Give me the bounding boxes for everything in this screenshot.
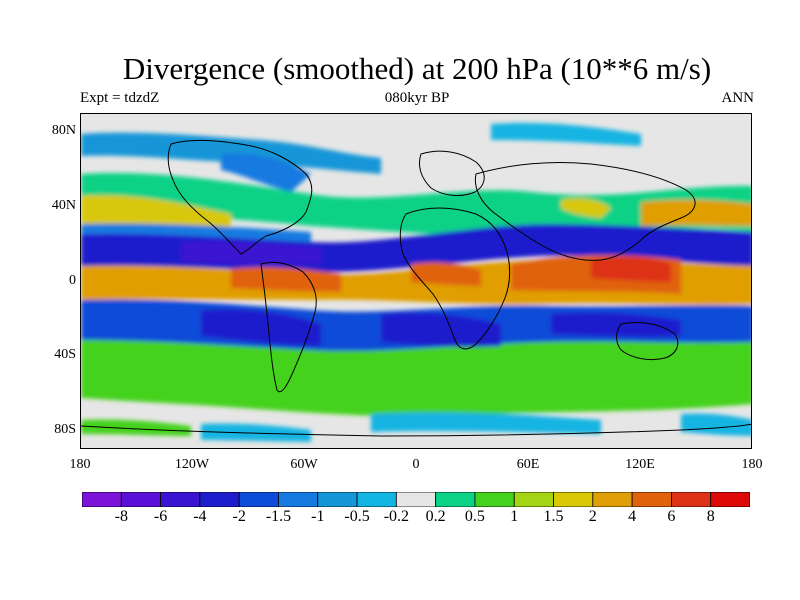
- colorbar-box: [592, 492, 633, 507]
- colorbar-label: -8: [114, 508, 128, 525]
- lon-label-60e: 60E: [516, 457, 540, 472]
- colorbar-box: [631, 492, 672, 507]
- colorbar-box: [278, 492, 319, 507]
- lon-label-60w: 60W: [290, 457, 318, 472]
- colorbar-box: [395, 492, 437, 507]
- colorbar-label: 6: [667, 508, 676, 525]
- colorbar-label: -1: [311, 508, 325, 525]
- colorbar-label: -2: [232, 508, 246, 525]
- map-plot: [80, 113, 752, 449]
- colorbar: [82, 492, 750, 507]
- colorbar-label: 1.5: [543, 508, 564, 525]
- colorbar-box: [710, 492, 750, 507]
- lon-label-120e: 120E: [625, 457, 655, 472]
- colorbar-box: [160, 492, 201, 507]
- colorbar-box: [356, 492, 397, 507]
- colorbar-box: [553, 492, 594, 507]
- lon-label-180w: 180: [69, 457, 91, 472]
- colorbar-label: -0.5: [344, 508, 370, 525]
- lat-label-80n: 80N: [51, 123, 76, 138]
- coastlines: [81, 139, 751, 437]
- colorbar-label: -6: [153, 508, 168, 525]
- colorbar-label: 4: [628, 508, 637, 525]
- lon-label-180e: 180: [741, 457, 763, 472]
- colorbar-label: -0.2: [383, 508, 410, 525]
- colorbar-box: [317, 492, 358, 507]
- time-label: 080kyr BP: [384, 90, 450, 106]
- colorbar-box: [82, 492, 122, 507]
- lat-label-40n: 40N: [51, 198, 76, 213]
- colorbar-label: 1: [510, 508, 519, 525]
- colorbar-box: [199, 492, 240, 507]
- experiment-label: Expt = tdzdZ: [80, 90, 160, 106]
- colorbar-box: [238, 492, 279, 507]
- lon-label-0: 0: [412, 457, 420, 472]
- colorbar-label: -1.5: [265, 508, 292, 525]
- colorbar-label: 8: [706, 508, 715, 525]
- colorbar-box: [671, 492, 712, 507]
- lon-label-120w: 120W: [174, 457, 210, 472]
- lat-label-eq: 0: [69, 273, 76, 288]
- colorbar-box: [474, 492, 515, 507]
- divergence-field: [81, 114, 751, 448]
- colorbar-label: 2: [588, 508, 597, 525]
- lat-label-80s: 80S: [54, 422, 76, 437]
- plot-title: Divergence (smoothed) at 200 hPa (10**6 …: [122, 51, 712, 86]
- lat-label-40s: 40S: [54, 347, 76, 362]
- season-label: ANN: [721, 90, 755, 106]
- colorbar-label: -4: [193, 508, 207, 525]
- colorbar-box: [513, 492, 554, 507]
- colorbar-box: [435, 492, 476, 507]
- colorbar-box: [120, 492, 161, 507]
- colorbar-label: 0.2: [425, 508, 446, 525]
- colorbar-label: 0.5: [464, 508, 485, 525]
